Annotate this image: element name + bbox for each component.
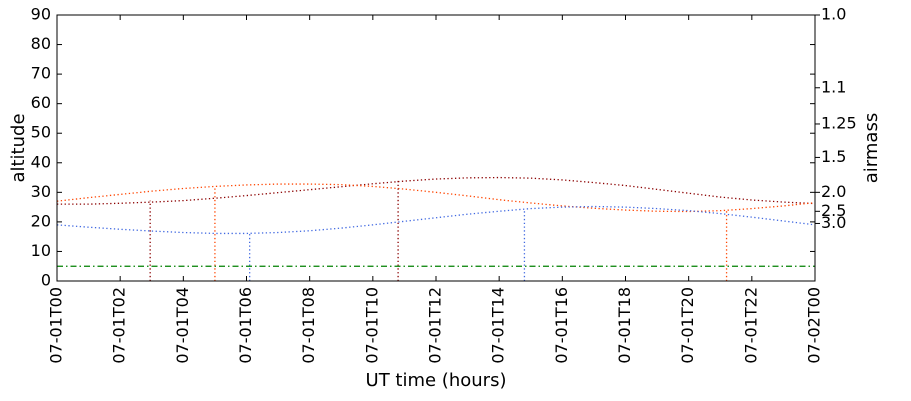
- y-tick-label: 0: [41, 271, 51, 290]
- y2-tick-label: 1.0: [821, 5, 846, 24]
- y-tick-label: 50: [31, 123, 51, 142]
- x-tick-label: 07-01T22: [741, 287, 760, 364]
- x-tick-label: 07-01T18: [615, 287, 634, 364]
- y-axis-label: altitude: [8, 113, 29, 182]
- x-tick-label: 07-01T10: [362, 287, 381, 364]
- y2-tick-label: 2.0: [821, 182, 846, 201]
- x-tick-label: 07-01T02: [110, 287, 129, 364]
- y2-tick-label: 1.25: [821, 113, 857, 132]
- y-tick-label: 10: [31, 241, 51, 260]
- y2-tick-label: 1.5: [821, 147, 846, 166]
- x-tick-label: 07-01T16: [552, 287, 571, 364]
- x-tick-label: 07-01T00: [47, 287, 66, 364]
- x-tick-label: 07-01T12: [426, 287, 445, 364]
- y-tick-label: 70: [31, 64, 51, 83]
- plot-frame: [56, 14, 816, 282]
- y-tick-label: 40: [31, 152, 51, 171]
- x-axis-label: UT time (hours): [366, 370, 507, 391]
- x-tick-label: 07-01T08: [299, 287, 318, 364]
- x-tick-label: 07-01T20: [678, 287, 697, 364]
- y2-tick-label: 2.5: [821, 201, 846, 220]
- y2-tick-label: 3.0: [821, 213, 846, 232]
- x-tick-label: 07-01T14: [489, 287, 508, 364]
- y-tick-label: 90: [31, 5, 51, 24]
- series-line: [56, 183, 816, 213]
- y2-axis-label: airmass: [861, 113, 882, 183]
- y-tick-label: 30: [31, 182, 51, 201]
- x-tick-label: 07-01T06: [236, 287, 255, 364]
- y-tick-label: 80: [31, 34, 51, 53]
- y-tick-label: 60: [31, 93, 51, 112]
- series-line: [56, 205, 816, 235]
- y-tick-label: 20: [31, 211, 51, 230]
- x-tick-label: 07-01T04: [173, 287, 192, 364]
- x-tick-label: 07-02T00: [805, 287, 824, 364]
- series-line: [57, 176, 816, 205]
- y2-tick-label: 1.1: [821, 77, 846, 96]
